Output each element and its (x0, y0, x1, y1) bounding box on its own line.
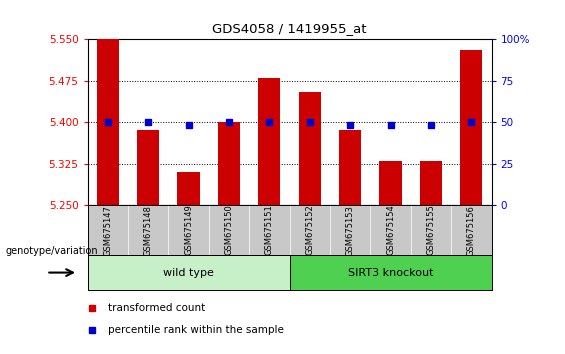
Bar (339, 131, 361, 205)
Bar (460, 50, 483, 205)
Bar (177, 172, 199, 205)
Title: GDS4058 / 1419955_at: GDS4058 / 1419955_at (212, 22, 367, 35)
Text: GSM675156: GSM675156 (467, 205, 476, 256)
Text: GSM675148: GSM675148 (144, 205, 153, 256)
Text: GSM675154: GSM675154 (386, 205, 395, 256)
Bar (218, 122, 240, 205)
Text: GSM675155: GSM675155 (427, 205, 436, 256)
Bar (299, 92, 321, 205)
Text: GSM675149: GSM675149 (184, 205, 193, 256)
Bar (88, 255, 290, 290)
Text: genotype/variation: genotype/variation (6, 246, 98, 256)
Text: transformed count: transformed count (108, 303, 205, 313)
Text: wild type: wild type (163, 268, 214, 278)
Text: GSM675153: GSM675153 (346, 205, 355, 256)
Bar (97, 39, 119, 205)
Text: percentile rank within the sample: percentile rank within the sample (108, 325, 284, 335)
Bar (258, 78, 280, 205)
Bar (380, 161, 402, 205)
Bar (290, 255, 492, 290)
Bar (137, 131, 159, 205)
Text: GSM675147: GSM675147 (103, 205, 112, 256)
Bar (420, 161, 442, 205)
Text: GSM675150: GSM675150 (224, 205, 233, 256)
Text: GSM675151: GSM675151 (265, 205, 274, 256)
Text: GSM675152: GSM675152 (305, 205, 314, 256)
Text: SIRT3 knockout: SIRT3 knockout (348, 268, 433, 278)
